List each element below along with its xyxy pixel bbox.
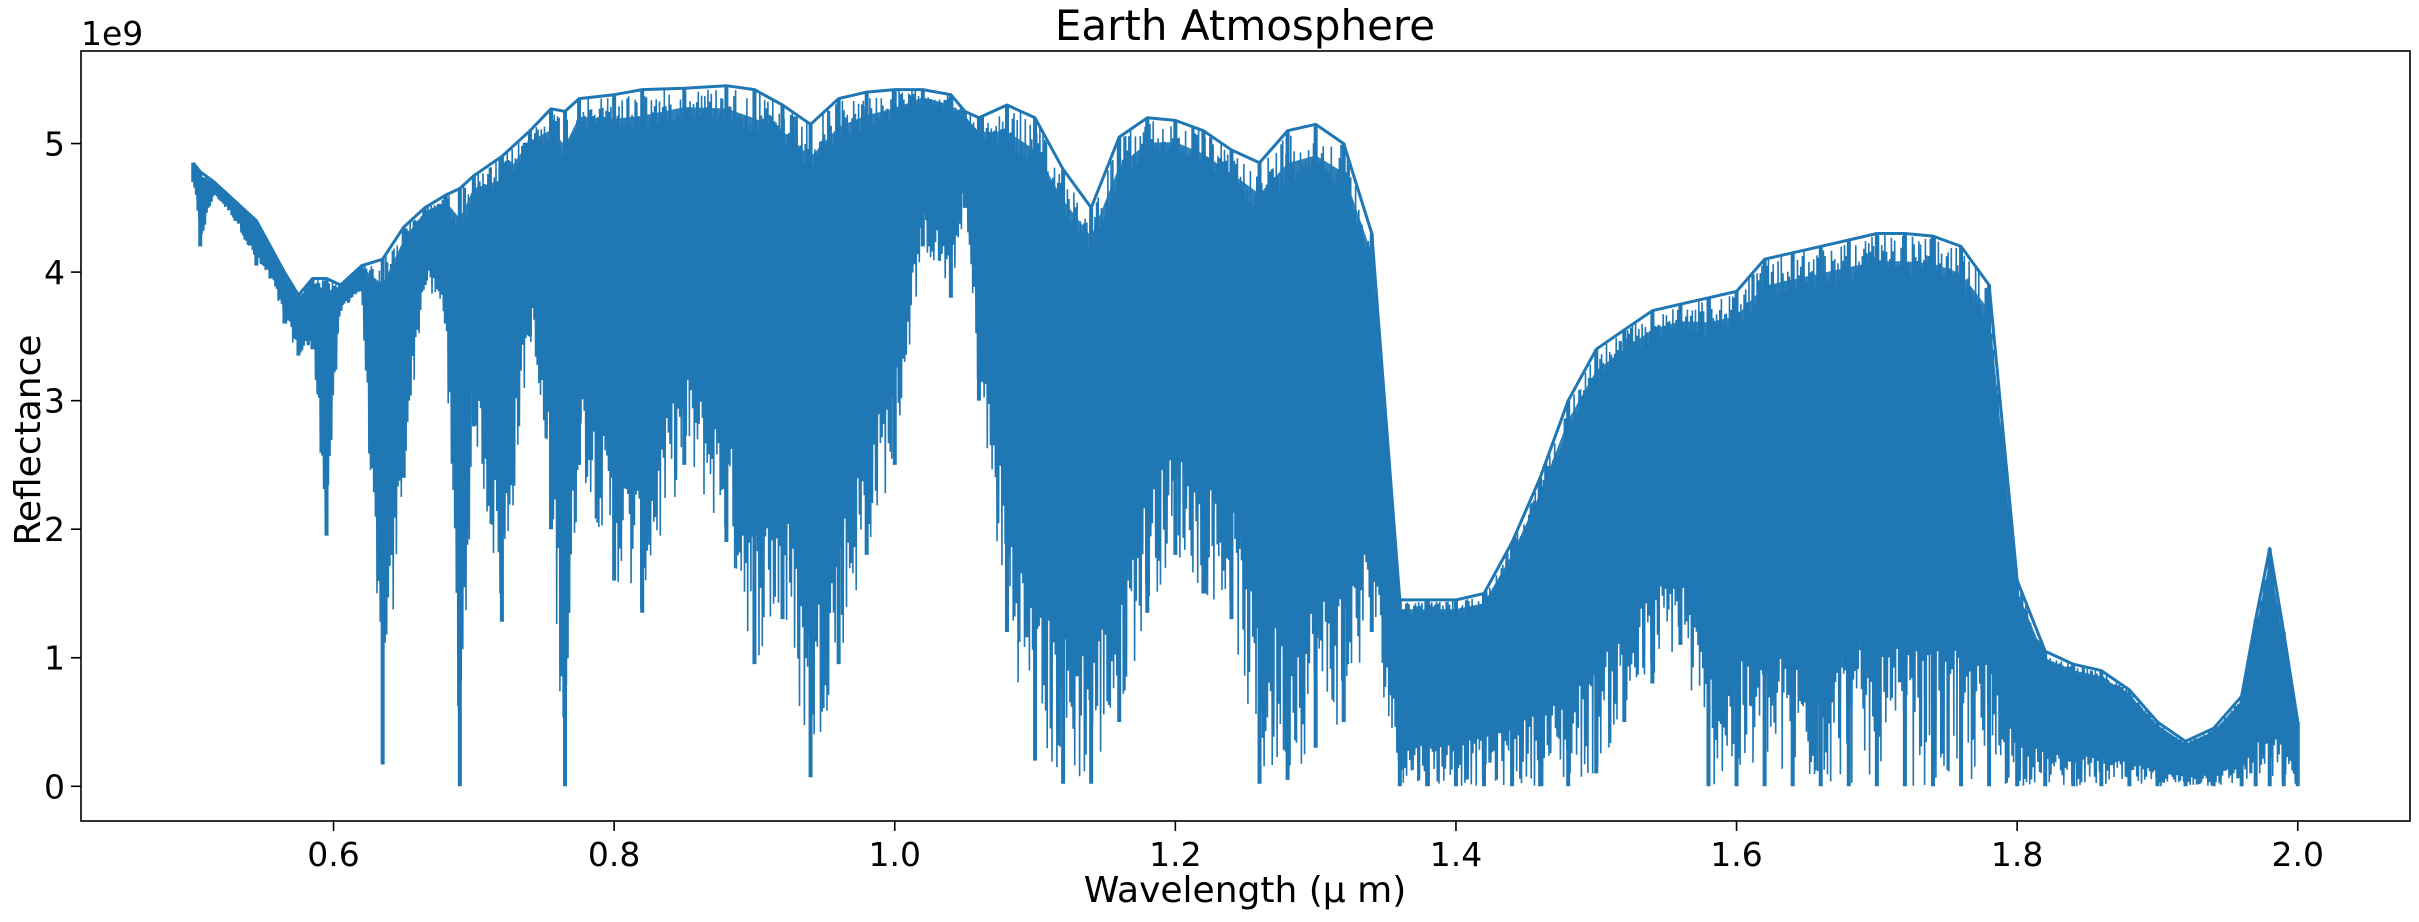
x-tick-label: 0.8 xyxy=(588,835,640,874)
x-tick-label: 1.2 xyxy=(1149,835,1201,874)
spectrum-dense-band xyxy=(193,97,2298,762)
x-tick-label: 2.0 xyxy=(2272,835,2324,874)
x-axis-label: Wavelength (μ m) xyxy=(1084,870,1407,911)
x-tick-label: 0.6 xyxy=(307,835,359,874)
plot-area xyxy=(191,84,2300,787)
y-axis-ticks: 0 1 2 3 4 5 xyxy=(44,125,81,806)
y-axis-label: Reflectance xyxy=(8,334,49,545)
y-tick-label: 3 xyxy=(44,382,65,421)
x-tick-label: 1.4 xyxy=(1430,835,1482,874)
spectrum-upper-envelope xyxy=(192,84,2300,743)
y-tick-label: 2 xyxy=(44,510,65,549)
axes-frame xyxy=(80,50,2411,822)
y-tick-label: 4 xyxy=(44,253,65,292)
x-tick-label: 1.6 xyxy=(1710,835,1762,874)
y-axis-offset-text: 1e9 xyxy=(81,14,143,53)
y-tick-label: 1 xyxy=(44,639,65,678)
x-axis-ticks: 0.6 0.8 1.0 1.2 1.4 1.6 1.8 2.0 xyxy=(307,821,2324,874)
y-tick-label: 0 xyxy=(44,767,65,806)
chart-title: Earth Atmosphere xyxy=(1055,1,1435,50)
y-tick-label: 5 xyxy=(44,125,65,164)
x-tick-label: 1.0 xyxy=(869,835,921,874)
x-tick-label: 1.8 xyxy=(1991,835,2043,874)
